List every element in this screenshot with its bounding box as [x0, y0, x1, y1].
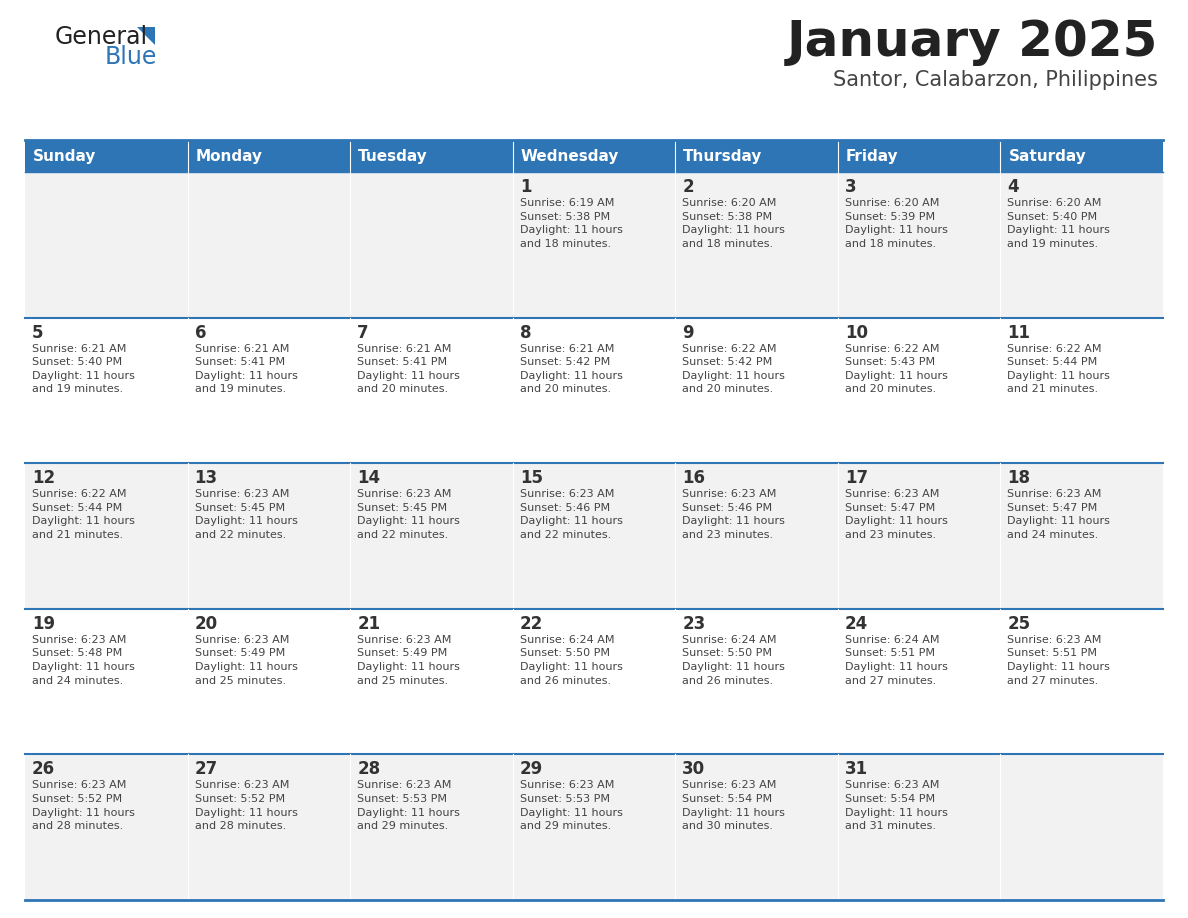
Text: Sunrise: 6:20 AM
Sunset: 5:40 PM
Daylight: 11 hours
and 19 minutes.: Sunrise: 6:20 AM Sunset: 5:40 PM Dayligh…	[1007, 198, 1111, 249]
Bar	[25, 140, 188, 172]
Text: Sunrise: 6:21 AM
Sunset: 5:40 PM
Daylight: 11 hours
and 19 minutes.: Sunrise: 6:21 AM Sunset: 5:40 PM Dayligh…	[32, 343, 135, 395]
Text: 4: 4	[1007, 178, 1019, 196]
Text: General: General	[55, 25, 148, 49]
Text: Tuesday: Tuesday	[358, 149, 428, 163]
Text: 28: 28	[358, 760, 380, 778]
Text: Sunrise: 6:20 AM
Sunset: 5:38 PM
Daylight: 11 hours
and 18 minutes.: Sunrise: 6:20 AM Sunset: 5:38 PM Dayligh…	[682, 198, 785, 249]
Text: 25: 25	[1007, 615, 1030, 633]
Text: Sunrise: 6:23 AM
Sunset: 5:45 PM
Daylight: 11 hours
and 22 minutes.: Sunrise: 6:23 AM Sunset: 5:45 PM Dayligh…	[358, 489, 460, 540]
Text: Sunrise: 6:21 AM
Sunset: 5:41 PM
Daylight: 11 hours
and 20 minutes.: Sunrise: 6:21 AM Sunset: 5:41 PM Dayligh…	[358, 343, 460, 395]
Text: Sunrise: 6:23 AM
Sunset: 5:45 PM
Daylight: 11 hours
and 22 minutes.: Sunrise: 6:23 AM Sunset: 5:45 PM Dayligh…	[195, 489, 297, 540]
Text: Sunrise: 6:23 AM
Sunset: 5:53 PM
Daylight: 11 hours
and 29 minutes.: Sunrise: 6:23 AM Sunset: 5:53 PM Dayligh…	[519, 780, 623, 831]
Text: 12: 12	[32, 469, 55, 487]
Text: Sunrise: 6:23 AM
Sunset: 5:54 PM
Daylight: 11 hours
and 31 minutes.: Sunrise: 6:23 AM Sunset: 5:54 PM Dayligh…	[845, 780, 948, 831]
Text: Sunrise: 6:19 AM
Sunset: 5:38 PM
Daylight: 11 hours
and 18 minutes.: Sunrise: 6:19 AM Sunset: 5:38 PM Dayligh…	[519, 198, 623, 249]
Bar	[838, 140, 1000, 172]
Bar	[25, 464, 1163, 609]
Bar	[25, 755, 1163, 900]
Text: 2: 2	[682, 178, 694, 196]
Text: Monday: Monday	[196, 149, 263, 163]
Text: Wednesday: Wednesday	[520, 149, 619, 163]
Text: 22: 22	[519, 615, 543, 633]
Text: Sunrise: 6:23 AM
Sunset: 5:51 PM
Daylight: 11 hours
and 27 minutes.: Sunrise: 6:23 AM Sunset: 5:51 PM Dayligh…	[1007, 635, 1111, 686]
Text: 5: 5	[32, 324, 44, 341]
Text: Blue: Blue	[105, 45, 157, 69]
Text: Sunrise: 6:23 AM
Sunset: 5:47 PM
Daylight: 11 hours
and 24 minutes.: Sunrise: 6:23 AM Sunset: 5:47 PM Dayligh…	[1007, 489, 1111, 540]
Bar	[675, 140, 838, 172]
Text: 11: 11	[1007, 324, 1030, 341]
Text: 6: 6	[195, 324, 206, 341]
Text: Sunrise: 6:23 AM
Sunset: 5:52 PM
Daylight: 11 hours
and 28 minutes.: Sunrise: 6:23 AM Sunset: 5:52 PM Dayligh…	[195, 780, 297, 831]
Text: Sunrise: 6:22 AM
Sunset: 5:43 PM
Daylight: 11 hours
and 20 minutes.: Sunrise: 6:22 AM Sunset: 5:43 PM Dayligh…	[845, 343, 948, 395]
Text: Friday: Friday	[846, 149, 898, 163]
Text: 20: 20	[195, 615, 217, 633]
Polygon shape	[137, 27, 154, 45]
Text: Sunrise: 6:23 AM
Sunset: 5:49 PM
Daylight: 11 hours
and 25 minutes.: Sunrise: 6:23 AM Sunset: 5:49 PM Dayligh…	[195, 635, 297, 686]
Text: 27: 27	[195, 760, 217, 778]
Text: Sunrise: 6:23 AM
Sunset: 5:46 PM
Daylight: 11 hours
and 23 minutes.: Sunrise: 6:23 AM Sunset: 5:46 PM Dayligh…	[682, 489, 785, 540]
Text: 1: 1	[519, 178, 531, 196]
Text: Sunrise: 6:21 AM
Sunset: 5:41 PM
Daylight: 11 hours
and 19 minutes.: Sunrise: 6:21 AM Sunset: 5:41 PM Dayligh…	[195, 343, 297, 395]
Bar	[25, 609, 1163, 755]
Text: Sunrise: 6:21 AM
Sunset: 5:42 PM
Daylight: 11 hours
and 20 minutes.: Sunrise: 6:21 AM Sunset: 5:42 PM Dayligh…	[519, 343, 623, 395]
Text: January 2025: January 2025	[786, 18, 1158, 66]
Text: Thursday: Thursday	[683, 149, 763, 163]
Text: Sunrise: 6:24 AM
Sunset: 5:50 PM
Daylight: 11 hours
and 26 minutes.: Sunrise: 6:24 AM Sunset: 5:50 PM Dayligh…	[682, 635, 785, 686]
Text: Sunrise: 6:23 AM
Sunset: 5:47 PM
Daylight: 11 hours
and 23 minutes.: Sunrise: 6:23 AM Sunset: 5:47 PM Dayligh…	[845, 489, 948, 540]
Text: Saturday: Saturday	[1009, 149, 1086, 163]
Text: 8: 8	[519, 324, 531, 341]
Text: 23: 23	[682, 615, 706, 633]
Bar	[513, 140, 675, 172]
Text: 26: 26	[32, 760, 55, 778]
Text: Sunrise: 6:23 AM
Sunset: 5:54 PM
Daylight: 11 hours
and 30 minutes.: Sunrise: 6:23 AM Sunset: 5:54 PM Dayligh…	[682, 780, 785, 831]
Text: 3: 3	[845, 178, 857, 196]
Text: 18: 18	[1007, 469, 1030, 487]
Text: 29: 29	[519, 760, 543, 778]
Text: Sunrise: 6:23 AM
Sunset: 5:52 PM
Daylight: 11 hours
and 28 minutes.: Sunrise: 6:23 AM Sunset: 5:52 PM Dayligh…	[32, 780, 135, 831]
Text: Santor, Calabarzon, Philippines: Santor, Calabarzon, Philippines	[833, 70, 1158, 90]
Text: Sunrise: 6:24 AM
Sunset: 5:51 PM
Daylight: 11 hours
and 27 minutes.: Sunrise: 6:24 AM Sunset: 5:51 PM Dayligh…	[845, 635, 948, 686]
Text: Sunrise: 6:20 AM
Sunset: 5:39 PM
Daylight: 11 hours
and 18 minutes.: Sunrise: 6:20 AM Sunset: 5:39 PM Dayligh…	[845, 198, 948, 249]
Text: 9: 9	[682, 324, 694, 341]
Bar	[350, 140, 513, 172]
Text: 10: 10	[845, 324, 868, 341]
Bar	[25, 172, 1163, 318]
Text: 21: 21	[358, 615, 380, 633]
Bar	[25, 318, 1163, 464]
Text: Sunrise: 6:23 AM
Sunset: 5:48 PM
Daylight: 11 hours
and 24 minutes.: Sunrise: 6:23 AM Sunset: 5:48 PM Dayligh…	[32, 635, 135, 686]
Text: Sunrise: 6:23 AM
Sunset: 5:49 PM
Daylight: 11 hours
and 25 minutes.: Sunrise: 6:23 AM Sunset: 5:49 PM Dayligh…	[358, 635, 460, 686]
Text: Sunrise: 6:22 AM
Sunset: 5:44 PM
Daylight: 11 hours
and 21 minutes.: Sunrise: 6:22 AM Sunset: 5:44 PM Dayligh…	[1007, 343, 1111, 395]
Text: Sunrise: 6:24 AM
Sunset: 5:50 PM
Daylight: 11 hours
and 26 minutes.: Sunrise: 6:24 AM Sunset: 5:50 PM Dayligh…	[519, 635, 623, 686]
Text: Sunrise: 6:22 AM
Sunset: 5:44 PM
Daylight: 11 hours
and 21 minutes.: Sunrise: 6:22 AM Sunset: 5:44 PM Dayligh…	[32, 489, 135, 540]
Text: Sunrise: 6:23 AM
Sunset: 5:53 PM
Daylight: 11 hours
and 29 minutes.: Sunrise: 6:23 AM Sunset: 5:53 PM Dayligh…	[358, 780, 460, 831]
Text: 31: 31	[845, 760, 868, 778]
Text: 15: 15	[519, 469, 543, 487]
Text: Sunrise: 6:23 AM
Sunset: 5:46 PM
Daylight: 11 hours
and 22 minutes.: Sunrise: 6:23 AM Sunset: 5:46 PM Dayligh…	[519, 489, 623, 540]
Text: 16: 16	[682, 469, 706, 487]
Text: 19: 19	[32, 615, 55, 633]
Text: Sunday: Sunday	[33, 149, 96, 163]
Text: 7: 7	[358, 324, 368, 341]
Text: 30: 30	[682, 760, 706, 778]
Text: 13: 13	[195, 469, 217, 487]
Text: 14: 14	[358, 469, 380, 487]
Text: Sunrise: 6:22 AM
Sunset: 5:42 PM
Daylight: 11 hours
and 20 minutes.: Sunrise: 6:22 AM Sunset: 5:42 PM Dayligh…	[682, 343, 785, 395]
Text: 17: 17	[845, 469, 868, 487]
Bar	[1000, 140, 1163, 172]
Text: 24: 24	[845, 615, 868, 633]
Bar	[188, 140, 350, 172]
